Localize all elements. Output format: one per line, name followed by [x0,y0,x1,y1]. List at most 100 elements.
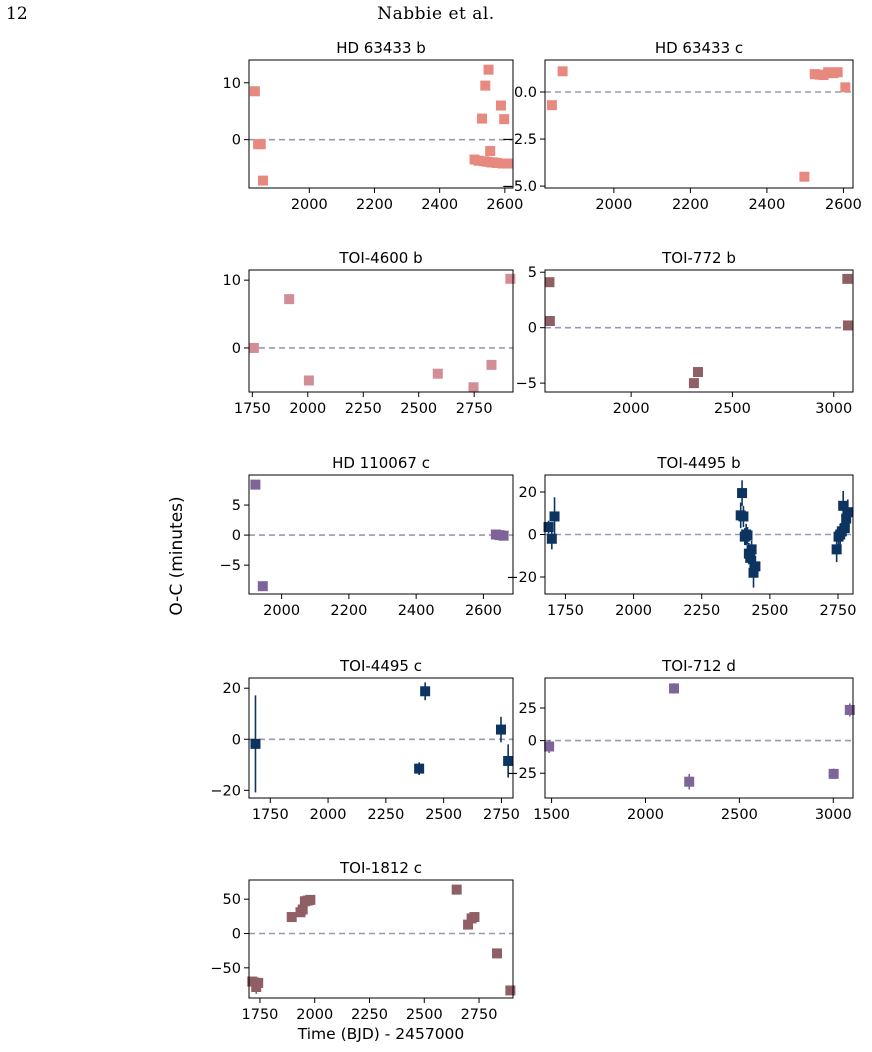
data-point [823,67,834,78]
data-point [828,768,839,779]
y-tick-label: −5 [516,376,537,392]
data-point [692,367,703,378]
axes-frame [248,677,514,799]
x-tick-label: 1750 [252,807,289,823]
x-tick-label: 1750 [242,1007,279,1023]
data-point [746,544,757,555]
x-tick-label: 2750 [820,603,857,619]
x-tick-label: 2000 [296,1007,333,1023]
data-point [284,294,295,305]
x-tick-label: 2600 [825,197,862,213]
x-tick-label: 2000 [289,401,326,417]
axes-frame [544,677,854,799]
data-point [546,100,557,111]
data-point [258,175,269,186]
x-tick-label: 3000 [815,807,852,823]
data-point [495,100,506,111]
data-point [257,581,268,592]
panel-3: TOI-4600 b 1750 2000 2250 2500 2750 0 10 [223,249,516,417]
panel-6: TOI-4495 b 1750 2000 2250 2500 2750 20 0 −20 [506,454,856,619]
panel-title: HD 110067 c [332,454,430,472]
data-point [502,158,513,169]
data-point [473,155,484,166]
data-point [249,86,260,97]
page-number: 12 [6,4,28,24]
page-header: 12 Nabbie et al. [0,0,872,40]
data-point [414,763,425,774]
y-tick-label: 0 [232,732,241,748]
axes-frame [248,269,514,393]
y-tick-label: 0 [528,528,537,544]
data-point [303,375,314,386]
y-tick-label: 0 [232,528,241,544]
axes-frame [248,59,514,189]
x-tick-label: 2250 [345,401,382,417]
x-tick-label: 2000 [291,197,328,213]
data-point [505,273,516,284]
x-tick-label: 2000 [615,603,652,619]
panel-title: HD 63433 b [336,39,426,57]
data-point [451,884,462,895]
x-tick-label: 2000 [310,807,347,823]
data-point [544,741,555,752]
y-tick-label: 50 [223,892,241,908]
data-point [799,171,810,182]
y-tick-label: 0 [528,321,537,337]
panel-9: TOI-1812 c 1750 2000 2250 2500 2750 50 0 −50 Time… [210,859,516,1043]
running-head: Nabbie et al. [377,4,495,24]
panel-1: HD 63433 b 2000 2200 2400 2600 0 10 [223,39,524,213]
x-tick-label: 2250 [367,807,404,823]
x-tick-label: 2500 [714,401,751,417]
panel-title: TOI-712 d [661,657,736,675]
panel-2: HD 63433 c 2000 2200 2400 2600 0.0 −2.5 −5.0 [502,39,862,213]
axes-frame [544,59,854,189]
data-point [844,704,855,715]
x-tick-label: 2200 [356,197,393,213]
data-point [248,342,259,353]
x-tick-label: 1750 [547,603,584,619]
data-point [842,320,853,331]
x-tick-label: 2750 [483,807,520,823]
x-tick-label: 2250 [683,603,720,619]
data-point [305,894,316,905]
data-point [544,316,555,327]
panel-title: TOI-4600 b [338,249,422,267]
data-point [499,114,510,125]
x-tick-label: 2600 [486,197,523,213]
data-point [737,488,748,499]
y-tick-label: 20 [223,681,241,697]
x-tick-label: 2750 [461,1007,498,1023]
panel-title: TOI-1812 c [339,859,422,877]
y-tick-label: 5 [528,265,537,281]
x-tick-label: 2250 [351,1007,388,1023]
data-point [838,500,849,511]
panel-4: TOI-772 b 2000 2500 3000 5 0 −5 [516,249,854,417]
data-point [485,146,496,157]
y-tick-label: −5 [220,558,241,574]
data-point [491,157,502,168]
data-point [286,912,297,923]
data-point [468,382,479,393]
panel-7: TOI-4495 c 1750 2000 2250 2500 2750 20 0 −20 [210,657,520,823]
data-point [483,64,494,75]
panel-8: TOI-712 d 1500 2000 2500 3000 25 0 −25 [506,657,855,823]
figure-ylabel: O-C (minutes) [167,496,187,615]
x-tick-label: 2750 [456,401,493,417]
data-point [480,80,491,91]
y-tick-label: −20 [506,570,537,586]
panel-title: TOI-4495 b [656,454,740,472]
axes-frame [248,879,514,999]
panel-title: TOI-4495 c [339,657,422,675]
y-tick-label: 0 [528,734,537,750]
data-point [463,919,474,930]
y-tick-label: −5.0 [502,179,537,195]
x-tick-label: 2200 [330,603,367,619]
data-point [498,530,509,541]
data-point [557,66,568,77]
x-tick-label: 2500 [425,807,462,823]
x-tick-label: 2400 [421,197,458,213]
data-point [253,977,264,988]
x-tick-label: 2000 [595,197,632,213]
data-point [748,567,759,578]
